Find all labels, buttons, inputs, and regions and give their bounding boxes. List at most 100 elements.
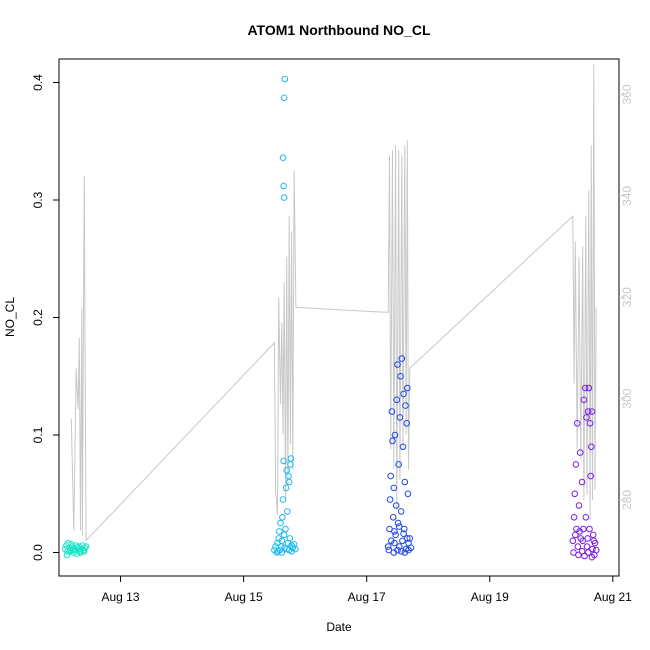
data-point	[573, 420, 581, 427]
data-point	[394, 519, 402, 527]
data-point	[570, 514, 578, 521]
x-tick-label: Aug 17	[348, 590, 386, 604]
data-point	[73, 550, 81, 558]
data-point	[280, 94, 288, 102]
data-point	[401, 478, 409, 486]
data-point	[77, 549, 84, 556]
data-point	[580, 396, 588, 404]
data-point	[584, 549, 592, 556]
x-tick-label: Aug 13	[102, 590, 140, 604]
data-point	[278, 549, 286, 556]
data-point	[397, 508, 405, 515]
x-tick-label: Aug 19	[471, 590, 509, 604]
y-axis-label: NO_CL	[3, 297, 17, 337]
data-point	[389, 437, 396, 445]
data-point	[280, 457, 287, 465]
chart-title: ATOM1 Northbound NO_CL	[247, 22, 430, 38]
y2-tick-label: 300	[620, 388, 634, 408]
data-point	[278, 537, 286, 545]
data-point	[581, 384, 589, 392]
y-tick-label: 0.4	[31, 74, 45, 91]
data-point	[403, 420, 411, 427]
data-point	[400, 390, 407, 398]
data-point	[582, 514, 590, 521]
data-point	[395, 461, 403, 468]
data-point	[591, 551, 598, 559]
data-point	[388, 408, 396, 415]
y2-tick-label: 280	[620, 490, 634, 510]
data-point	[396, 523, 403, 530]
data-point	[584, 408, 592, 415]
data-point	[404, 384, 411, 392]
data-point	[80, 548, 88, 555]
data-point	[279, 514, 286, 521]
data-point	[290, 541, 298, 548]
y2-tick-label: 340	[620, 186, 634, 206]
data-point	[64, 539, 72, 547]
data-point	[284, 508, 291, 515]
data-point	[575, 551, 582, 559]
x-axis-label: Date	[326, 620, 352, 634]
data-point	[282, 525, 289, 533]
data-point	[589, 545, 596, 553]
data-point	[398, 355, 406, 362]
data-point	[587, 472, 595, 480]
data-point	[405, 546, 412, 554]
data-point	[393, 396, 401, 404]
data-point	[588, 443, 595, 451]
data-point	[392, 531, 399, 539]
data-point	[396, 414, 404, 421]
data-point	[384, 543, 392, 550]
data-point	[399, 443, 407, 451]
data-point	[575, 502, 583, 509]
data-point	[400, 530, 407, 538]
data-point	[569, 537, 577, 545]
x-axis: Aug 13 Aug 15 Aug 17 Aug 19 Aug 21	[102, 576, 632, 604]
data-point	[572, 461, 580, 468]
data-point	[578, 478, 586, 486]
data-point	[585, 384, 593, 392]
data-point	[397, 373, 404, 380]
points-layer	[61, 75, 600, 561]
data-point	[591, 539, 599, 547]
y2-tick-label: 320	[620, 287, 634, 307]
data-point	[588, 408, 596, 415]
data-point	[406, 535, 414, 542]
data-point	[280, 194, 288, 201]
data-point	[586, 420, 594, 427]
data-point	[277, 519, 284, 527]
data-point	[285, 478, 293, 486]
data-point	[576, 449, 584, 456]
data-point	[282, 484, 290, 492]
y2-axis: 280 300 320 340 360	[619, 84, 634, 510]
data-point	[274, 548, 282, 555]
line-layer	[70, 64, 597, 542]
data-point	[391, 539, 398, 547]
y-tick-label: 0.0	[31, 544, 45, 561]
data-point	[285, 472, 292, 480]
data-point	[586, 525, 593, 533]
plot-frame	[58, 58, 620, 577]
data-point	[81, 544, 89, 552]
data-point	[392, 502, 400, 509]
data-point	[391, 528, 398, 535]
x-tick-label: Aug 21	[594, 590, 632, 604]
data-point	[280, 531, 288, 539]
data-point	[286, 535, 294, 542]
data-point	[276, 528, 283, 535]
data-point	[389, 514, 397, 521]
data-point	[404, 535, 411, 542]
data-point	[390, 484, 398, 492]
data-point	[280, 182, 287, 190]
y2-tick-label: 360	[620, 84, 634, 104]
data-point	[279, 496, 287, 503]
data-point	[402, 402, 409, 409]
data-point	[576, 528, 583, 535]
data-point	[66, 548, 74, 555]
data-point	[583, 414, 590, 421]
x-tick-label: Aug 15	[225, 590, 263, 604]
y-axis: 0.0 0.1 0.2 0.3 0.4	[31, 74, 59, 561]
data-point	[397, 548, 405, 555]
data-point	[387, 472, 395, 480]
